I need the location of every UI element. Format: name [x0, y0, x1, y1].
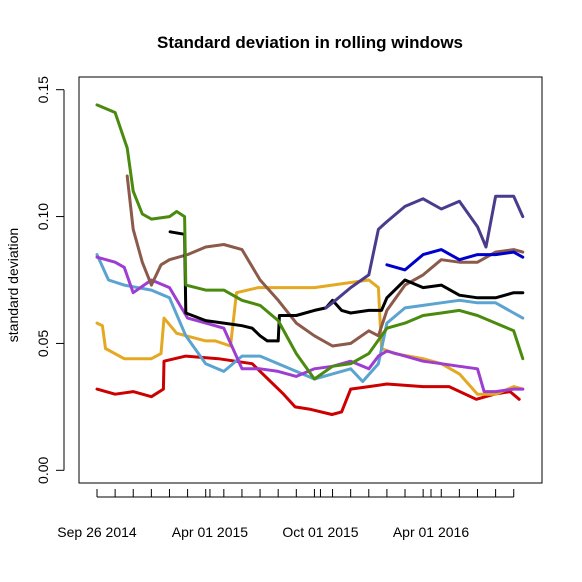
series-line-8	[324, 194, 525, 310]
series-line-3	[95, 253, 525, 383]
x-tick-label: Oct 01 2015	[282, 524, 358, 540]
y-axis-label: standard deviation	[5, 228, 21, 342]
y-tick-label: 0.15	[35, 76, 51, 103]
x-tick-label: Apr 01 2016	[393, 524, 469, 540]
x-tick-label: Sep 26 2014	[57, 524, 137, 540]
y-axis: 0.00 0.05 0.10 0.15	[35, 76, 65, 484]
series-line-2	[95, 278, 525, 396]
chart-title: Standard deviation in rolling windows	[157, 33, 463, 52]
series-group	[95, 103, 525, 416]
series-line-4	[95, 255, 525, 394]
y-tick-label: 0.00	[35, 456, 51, 483]
series-line-5	[125, 174, 525, 348]
y-tick-label: 0.05	[35, 330, 51, 357]
x-axis: Sep 26 2014 Apr 01 2015 Oct 01 2015 Apr 01 …	[57, 489, 515, 540]
series-line-7	[95, 103, 525, 381]
series-line-1	[95, 354, 521, 416]
series-line-9	[385, 248, 525, 272]
series-line-6	[168, 230, 525, 343]
x-tick-label: Apr 01 2015	[172, 524, 248, 540]
plot-frame	[78, 76, 543, 484]
y-tick-label: 0.10	[35, 203, 51, 230]
